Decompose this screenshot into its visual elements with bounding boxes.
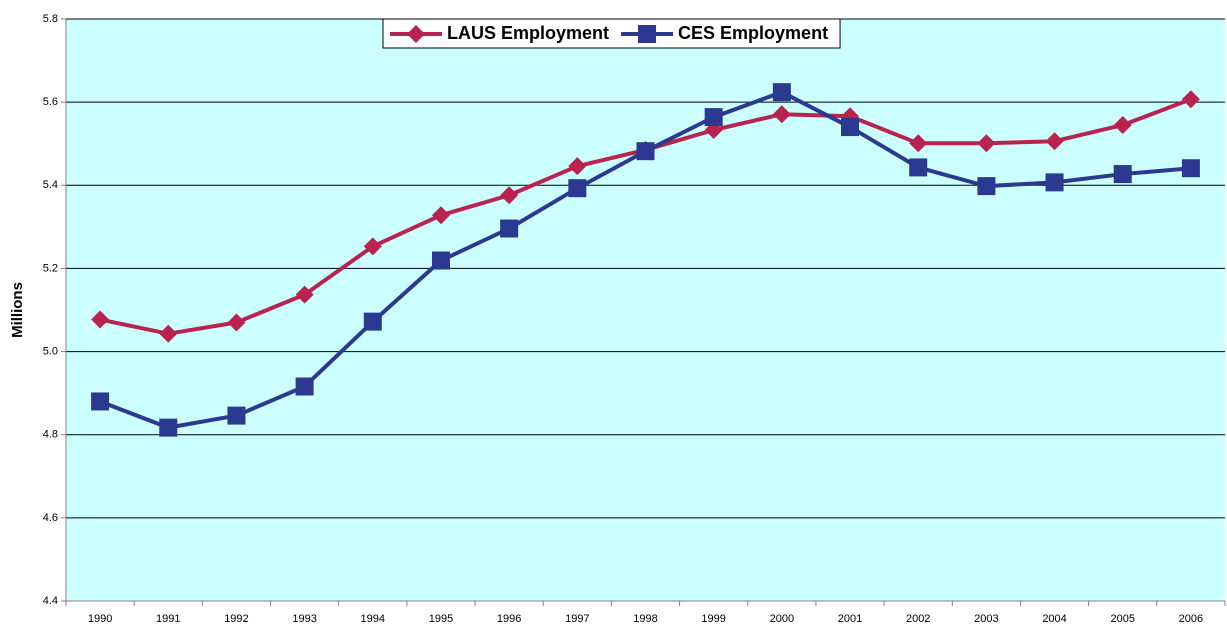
marker: [1045, 132, 1064, 151]
y-tick-label: 5.8: [43, 13, 58, 25]
marker: [568, 157, 587, 176]
legend-label: LAUS Employment: [447, 23, 609, 43]
marker: [909, 134, 928, 153]
marker: [977, 177, 996, 196]
x-tick-label: 2002: [906, 613, 930, 625]
marker: [295, 377, 314, 396]
legend-marker: [638, 25, 657, 43]
marker: [1045, 173, 1064, 192]
legend: LAUS Employment CES Employment: [382, 18, 841, 49]
y-tick-label: 5.6: [43, 96, 58, 108]
marker: [704, 108, 723, 127]
x-tick-label: 1991: [156, 613, 180, 625]
x-tick-label: 2006: [1179, 613, 1203, 625]
x-tick-label: 2001: [838, 613, 862, 625]
y-tick-label: 5.0: [43, 345, 58, 357]
x-tick-label: 2004: [1042, 613, 1066, 625]
marker: [1181, 159, 1200, 178]
marker: [227, 313, 246, 332]
marker: [636, 142, 655, 161]
x-tick-label: 1996: [497, 613, 521, 625]
plot-area: [66, 19, 1225, 601]
marker: [841, 118, 860, 137]
marker: [227, 406, 246, 425]
x-tick-label: 1998: [633, 613, 657, 625]
marker: [431, 251, 450, 270]
marker: [909, 158, 928, 177]
marker: [568, 179, 587, 198]
marker: [1181, 90, 1200, 109]
marker: [772, 105, 791, 124]
marker: [431, 206, 450, 225]
marker: [1113, 165, 1132, 184]
y-tick-label: 4.6: [43, 512, 58, 524]
marker: [977, 134, 996, 153]
y-tick-label: 4.4: [43, 595, 58, 607]
x-tick-label: 1994: [361, 613, 385, 625]
x-tick-label: 1999: [701, 613, 725, 625]
x-tick-label: 1997: [565, 613, 589, 625]
x-tick-label: 2000: [770, 613, 794, 625]
x-tick-label: 1990: [88, 613, 112, 625]
legend-marker: [407, 25, 425, 43]
x-tick-label: 2005: [1110, 613, 1134, 625]
marker: [91, 392, 110, 411]
marker: [500, 219, 519, 238]
x-tick-label: 1993: [292, 613, 316, 625]
y-tick-label: 4.8: [43, 429, 58, 441]
y-tick-label: 5.4: [43, 179, 58, 191]
x-tick-label: 1992: [224, 613, 248, 625]
x-tick-label: 2003: [974, 613, 998, 625]
marker: [500, 186, 519, 205]
marker: [363, 237, 382, 256]
legend-label: CES Employment: [678, 23, 828, 43]
y-tick-label: 5.2: [43, 262, 58, 274]
y-axis-label: Millions: [9, 282, 26, 338]
x-tick-label: 1995: [429, 613, 453, 625]
marker: [295, 285, 314, 304]
marker: [363, 312, 382, 331]
legend-box: [382, 18, 841, 49]
marker: [1113, 116, 1132, 135]
marker: [772, 83, 791, 102]
marker: [91, 310, 110, 329]
marker: [159, 418, 178, 437]
marker: [159, 324, 178, 343]
